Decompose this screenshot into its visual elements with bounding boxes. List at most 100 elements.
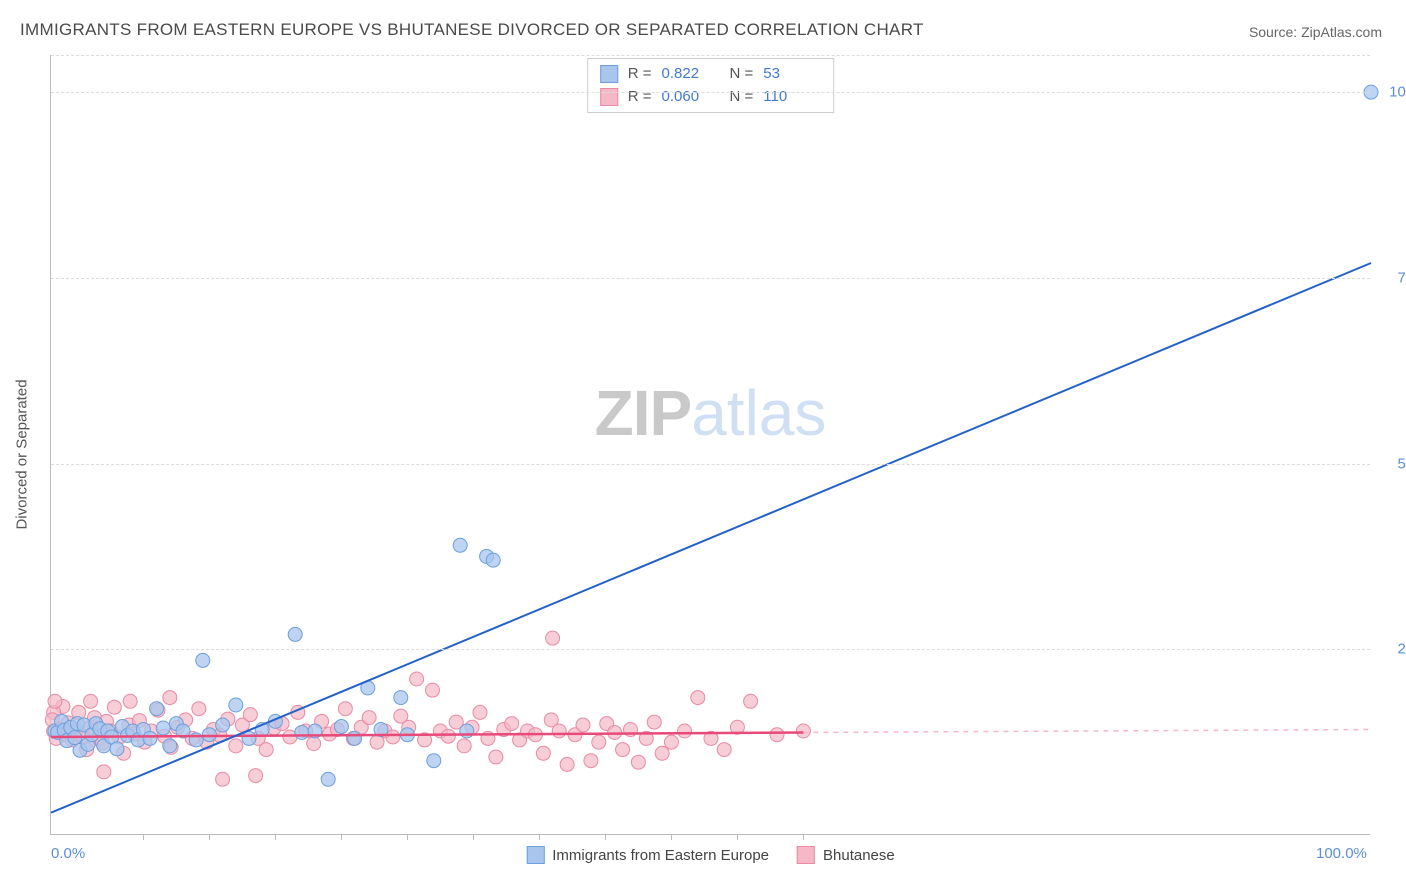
- bhutanese-point: [664, 735, 678, 749]
- x-tick-label: 100.0%: [1316, 845, 1367, 862]
- eastern-point: [156, 721, 170, 735]
- bhutanese-trendline-extrapolated: [803, 730, 1371, 733]
- x-minor-tick: [275, 834, 276, 840]
- legend-swatch: [797, 846, 815, 864]
- x-tick-label: 0.0%: [51, 845, 85, 862]
- eastern-point: [150, 702, 164, 716]
- bhutanese-point: [631, 755, 645, 769]
- y-tick-label: 75.0%: [1380, 269, 1406, 286]
- bhutanese-point: [338, 702, 352, 716]
- legend-series-item: Bhutanese: [797, 846, 895, 864]
- eastern-point: [242, 731, 256, 745]
- bhutanese-point: [647, 715, 661, 729]
- eastern-point: [196, 653, 210, 667]
- legend-r-value: 0.060: [662, 86, 720, 109]
- plot-area: ZIPatlas R =0.822N =53R =0.060N =110 Imm…: [50, 55, 1370, 835]
- bhutanese-point: [592, 735, 606, 749]
- eastern-point: [394, 691, 408, 705]
- bhutanese-point: [243, 708, 257, 722]
- eastern-point: [288, 627, 302, 641]
- bhutanese-point: [229, 739, 243, 753]
- bhutanese-point: [163, 691, 177, 705]
- bhutanese-point: [796, 724, 810, 738]
- x-minor-tick: [143, 834, 144, 840]
- gridline: [51, 278, 1370, 279]
- legend-r-value: 0.822: [662, 63, 720, 86]
- bhutanese-point: [536, 746, 550, 760]
- source-link[interactable]: ZipAtlas.com: [1301, 24, 1382, 40]
- bhutanese-point: [259, 743, 273, 757]
- legend-r-label: R =: [628, 63, 652, 86]
- bhutanese-point: [123, 694, 137, 708]
- bhutanese-point: [192, 702, 206, 716]
- bhutanese-point: [97, 765, 111, 779]
- bhutanese-point: [457, 739, 471, 753]
- eastern-point: [216, 718, 230, 732]
- legend-series-name: Immigrants from Eastern Europe: [552, 847, 769, 864]
- eastern-point: [143, 731, 157, 745]
- eastern-point: [460, 724, 474, 738]
- bhutanese-point: [107, 700, 121, 714]
- bhutanese-point: [249, 769, 263, 783]
- bhutanese-point: [489, 750, 503, 764]
- legend-r-label: R =: [628, 86, 652, 109]
- source-attribution: Source: ZipAtlas.com: [1249, 24, 1382, 40]
- bhutanese-point: [655, 746, 669, 760]
- legend-swatch: [600, 88, 618, 106]
- x-minor-tick: [407, 834, 408, 840]
- legend-swatch: [600, 65, 618, 83]
- bhutanese-point: [546, 631, 560, 645]
- legend-n-value: 110: [763, 86, 821, 109]
- eastern-point: [453, 538, 467, 552]
- eastern-point: [110, 742, 124, 756]
- legend-n-value: 53: [763, 63, 821, 86]
- bhutanese-point: [552, 724, 566, 738]
- bhutanese-point: [616, 743, 630, 757]
- chart-svg: [51, 55, 1370, 834]
- y-axis-label: Divorced or Separated: [14, 379, 31, 529]
- legend-n-label: N =: [730, 86, 754, 109]
- bhutanese-point: [560, 757, 574, 771]
- bhutanese-point: [678, 724, 692, 738]
- eastern-point: [427, 754, 441, 768]
- bhutanese-point: [307, 737, 321, 751]
- correlation-legend: R = 0.822 N = 53 R = 0.060 N = 110: [587, 58, 835, 113]
- bhutanese-point: [362, 711, 376, 725]
- y-tick-label: 50.0%: [1380, 455, 1406, 472]
- gridline: [51, 92, 1370, 93]
- legend-swatch: [526, 846, 544, 864]
- chart-title: IMMIGRANTS FROM EASTERN EUROPE VS BHUTAN…: [20, 20, 924, 40]
- series-legend: Immigrants from Eastern Europe Bhutanese: [526, 846, 894, 864]
- x-minor-tick: [539, 834, 540, 840]
- bhutanese-point: [576, 718, 590, 732]
- eastern-point: [321, 772, 335, 786]
- y-tick-label: 100.0%: [1380, 84, 1406, 101]
- source-label: Source:: [1249, 24, 1297, 40]
- x-minor-tick: [341, 834, 342, 840]
- x-minor-tick: [209, 834, 210, 840]
- eastern-trendline: [51, 263, 1371, 813]
- legend-stat-row: R = 0.822 N = 53: [600, 63, 822, 86]
- bhutanese-point: [691, 691, 705, 705]
- x-minor-tick: [803, 834, 804, 840]
- gridline: [51, 464, 1370, 465]
- bhutanese-point: [425, 683, 439, 697]
- eastern-point: [229, 698, 243, 712]
- eastern-point: [348, 731, 362, 745]
- eastern-point: [295, 725, 309, 739]
- bhutanese-point: [505, 717, 519, 731]
- eastern-point: [334, 720, 348, 734]
- bhutanese-point: [441, 729, 455, 743]
- bhutanese-point: [770, 728, 784, 742]
- eastern-point: [486, 553, 500, 567]
- bhutanese-point: [84, 694, 98, 708]
- bhutanese-point: [473, 705, 487, 719]
- bhutanese-point: [216, 772, 230, 786]
- legend-n-label: N =: [730, 63, 754, 86]
- bhutanese-point: [717, 743, 731, 757]
- x-minor-tick: [671, 834, 672, 840]
- bhutanese-point: [48, 694, 62, 708]
- x-minor-tick: [737, 834, 738, 840]
- eastern-point: [202, 728, 216, 742]
- x-minor-tick: [605, 834, 606, 840]
